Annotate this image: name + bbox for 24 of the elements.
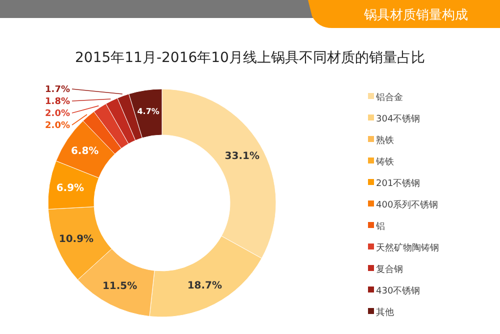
legend-label: 天然矿物陶铸钢: [376, 242, 439, 254]
data-label: 18.7%: [187, 280, 222, 292]
data-label: 33.1%: [224, 150, 260, 162]
legend-label: 铸铁: [375, 156, 394, 168]
chart-title: 2015年11月-2016年10月线上锅具不同材质的销量占比: [75, 50, 425, 66]
data-label: 1.7%: [45, 85, 70, 95]
legend-label: 304不锈钢: [376, 114, 420, 124]
legend-label: 其他: [376, 307, 394, 318]
legend-label: 430不锈钢: [376, 286, 420, 296]
legend-label: 400系列不锈钢: [376, 200, 438, 210]
chart-subtitle: 锅具材质销量构成: [363, 8, 468, 23]
data-label: 6.8%: [70, 146, 99, 158]
data-label: 11.5%: [102, 280, 138, 292]
legend-label: 复合钢: [376, 264, 403, 275]
data-label: 2.0%: [45, 121, 70, 131]
legend-label: 201不锈钢: [376, 178, 420, 189]
legend-label: 熟铁: [376, 135, 394, 146]
data-label: 2.0%: [45, 109, 70, 119]
legend-label: 铝合金: [375, 92, 403, 103]
data-label: 1.8%: [45, 97, 70, 107]
data-label: 10.9%: [58, 234, 94, 245]
data-label: 6.9%: [56, 183, 84, 194]
legend-label: 铝: [375, 221, 385, 232]
data-label: 4.7%: [137, 107, 160, 116]
